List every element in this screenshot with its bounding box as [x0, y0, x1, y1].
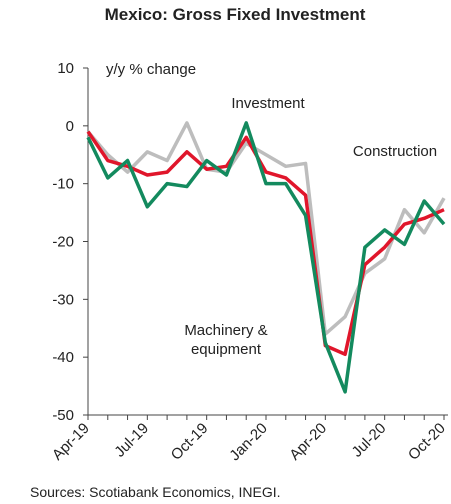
x-tick-label: Oct-20 — [405, 420, 449, 464]
series-line — [86, 130, 445, 357]
x-tick-label: Oct-19 — [168, 420, 212, 464]
series-line — [86, 121, 446, 394]
x-tick-label: Apr-20 — [286, 420, 330, 464]
source: Sources: Scotiabank Economics, INEGI. — [30, 484, 281, 500]
x-tick-label: Jan-20 — [226, 420, 270, 464]
series-line — [86, 121, 446, 336]
series-label: Construction — [353, 143, 437, 160]
x-tick-label: Apr-19 — [49, 420, 93, 464]
y-tick-label: 0 — [66, 118, 74, 135]
chart-title: Mexico: Gross Fixed Investment — [105, 5, 366, 24]
y-tick-label: -30 — [52, 291, 74, 308]
x-tick-label: Jul-19 — [111, 420, 152, 461]
series-label: Investment — [231, 95, 305, 112]
series-label: Machinery & equipment — [184, 322, 267, 358]
x-tick-label: Jul-20 — [349, 420, 390, 461]
y-tick-label: -40 — [52, 349, 74, 366]
y-tick-label: 10 — [57, 60, 74, 77]
y-tick-label: -10 — [52, 176, 74, 193]
y-axis-label: y/y % change — [106, 61, 196, 78]
y-tick-label: -50 — [52, 407, 74, 424]
y-tick-label: -20 — [52, 234, 74, 251]
